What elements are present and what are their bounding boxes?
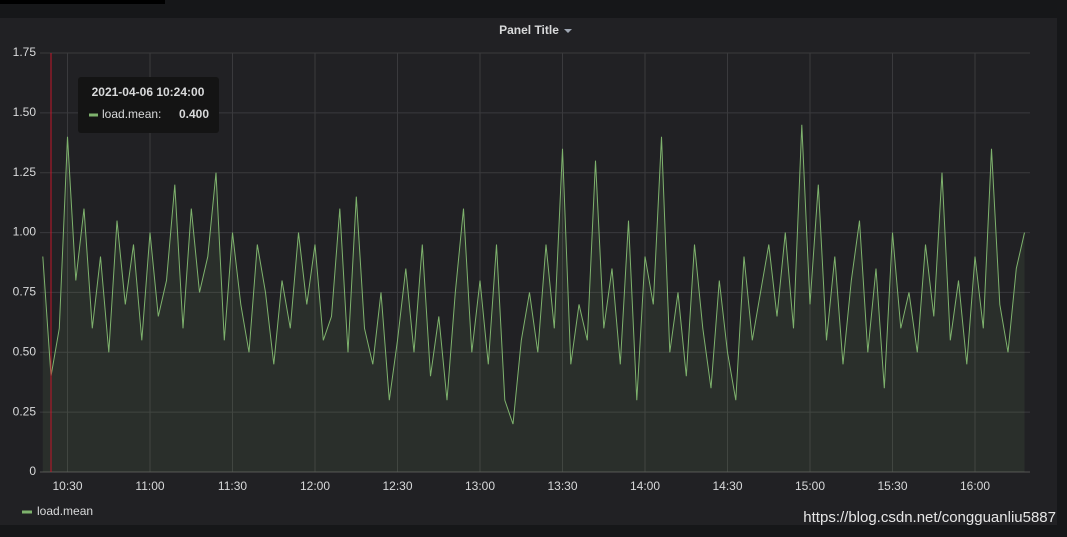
panel-title[interactable]: Panel Title — [499, 23, 559, 37]
x-tick-label: 13:00 — [465, 479, 495, 493]
x-tick-label: 15:30 — [877, 479, 907, 493]
y-tick-label: 0.25 — [13, 404, 37, 418]
y-tick-label: 1.00 — [13, 225, 37, 239]
x-tick-label: 16:00 — [960, 479, 990, 493]
x-tick-label: 12:00 — [300, 479, 330, 493]
y-tick-label: 0 — [29, 464, 36, 478]
area — [42, 124, 1025, 473]
x-tick-label: 11:00 — [135, 479, 164, 493]
x-tick-label: 10:30 — [52, 479, 82, 493]
y-tick-label: 0.75 — [13, 285, 37, 299]
plot: 0 0.25 0.50 0.75 1.00 1.25 1.50 1.75 10:30 11:00 1… — [13, 45, 1030, 493]
title-caret[interactable] — [564, 29, 572, 33]
top-strip — [0, 0, 165, 4]
x-tick-label: 13:30 — [547, 479, 577, 493]
tooltip-time: 2021-04-06 10:24:00 — [92, 85, 205, 99]
tooltip-value: 0.400 — [179, 107, 209, 121]
y-tick-label: 1.25 — [13, 165, 37, 179]
x-tick-label: 15:00 — [795, 479, 825, 493]
y-tick-label: 0.50 — [13, 344, 37, 358]
y-tick-label: 1.50 — [13, 105, 37, 119]
watermark: https://blog.csdn.net/congguanliu5887 — [803, 509, 1056, 526]
tooltip-label: load.mean: — [102, 107, 161, 121]
x-tick-label: 14:00 — [630, 479, 660, 493]
tooltip: 2021-04-06 10:24:00 load.mean: 0.400 — [78, 77, 219, 133]
x-tick-label: 14:30 — [712, 479, 742, 493]
x-tick-label: 12:30 — [382, 479, 412, 493]
tooltip-box — [78, 77, 219, 133]
legend-label: load.mean — [37, 504, 93, 518]
y-tick-label: 1.75 — [13, 45, 37, 59]
series-line — [42, 124, 1025, 425]
x-tick-label: 11:30 — [218, 479, 247, 493]
